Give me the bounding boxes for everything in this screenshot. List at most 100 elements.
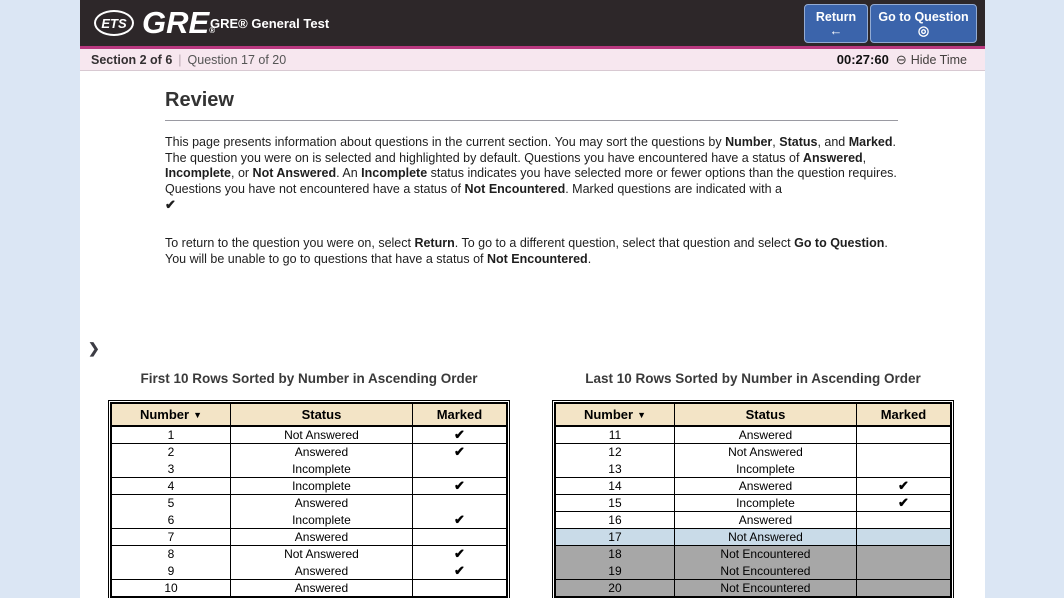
question-row-20: 20 Not Encountered <box>555 579 951 597</box>
p2-text: . <box>587 251 592 266</box>
marked-cell <box>411 528 507 546</box>
first-table-title: First 10 Rows Sorted by Number in Ascend… <box>140 371 478 386</box>
marked-cell <box>855 426 951 444</box>
target-icon: ◎ <box>917 23 930 38</box>
hide-time-toggle[interactable]: ⊖ Hide Time <box>896 52 967 68</box>
number-cell: 13 <box>608 461 622 476</box>
question-row-13[interactable]: 13 Incomplete <box>555 460 951 478</box>
return-button[interactable]: Return ← <box>804 4 868 43</box>
column-header-number[interactable]: Number ▼ <box>555 403 675 427</box>
p1-text: , and <box>817 135 849 149</box>
status-cell: Answered <box>673 477 857 495</box>
table-header-row: Number ▼ Status Marked <box>111 403 507 427</box>
p1-bold: Status <box>779 135 818 149</box>
ets-logo-text: ETS <box>101 15 127 31</box>
p1-text: . The question you were on is selected a… <box>165 135 896 165</box>
question-row-7[interactable]: 7 Answered <box>111 528 507 546</box>
last-table-title: Last 10 Rows Sorted by Number in Ascendi… <box>585 371 921 386</box>
marked-cell <box>855 528 951 546</box>
review-page: ❯ Review This page presents information … <box>80 71 985 598</box>
question-row-3[interactable]: 3 Incomplete <box>111 460 507 478</box>
chevron-right-icon[interactable]: ❯ <box>88 340 100 356</box>
question-row-9[interactable]: 9 Answered ✔ <box>111 562 507 580</box>
status-cell: Answered <box>230 443 413 461</box>
status-cell: Incomplete <box>230 477 413 495</box>
marked-cell <box>855 579 951 597</box>
marked-cell: ✔ <box>411 477 507 495</box>
sort-arrow-icon: ▼ <box>193 410 203 420</box>
status-cell: Answered <box>230 494 413 512</box>
marked-cell: ✔ <box>411 426 507 444</box>
instructions-paragraph-1: This page presents information about que… <box>165 135 907 213</box>
column-header-marked[interactable]: Marked <box>855 403 951 427</box>
question-row-12[interactable]: 12 Not Answered <box>555 443 951 461</box>
top-bar: ETS GRE® GRE® General Test Return ← Go t… <box>80 0 985 46</box>
p1-text: , <box>862 150 867 165</box>
section-info: Section 2 of 6 | Question 17 of 20 <box>80 53 286 67</box>
question-row-8[interactable]: 8 Not Answered ✔ <box>111 545 507 563</box>
registered-mark: ® <box>209 26 216 35</box>
column-header-status[interactable]: Status <box>673 403 857 427</box>
p2-text: . You will be unable to go to questions … <box>165 236 888 266</box>
question-row-14[interactable]: 14 Answered ✔ <box>555 477 951 495</box>
p1-bold: Number <box>725 135 773 149</box>
number-cell: 20 <box>608 581 622 595</box>
question-row-2[interactable]: 2 Answered ✔ <box>111 443 507 461</box>
question-progress: Question 17 of 20 <box>187 52 287 67</box>
number-cell: 17 <box>608 530 622 544</box>
number-cell: 7 <box>167 530 175 544</box>
number-cell: 16 <box>608 513 622 527</box>
p1-bold: Not Encountered <box>464 181 566 196</box>
marked-cell: ✔ <box>411 545 507 563</box>
number-cell: 14 <box>608 479 622 493</box>
status-cell: Incomplete <box>230 460 413 478</box>
return-button-label: Return <box>815 10 857 24</box>
question-row-16[interactable]: 16 Answered <box>555 511 951 529</box>
p1-bold: Answered <box>802 150 863 165</box>
number-cell: 3 <box>167 461 175 476</box>
p1-text: , or <box>231 166 253 180</box>
product-title: GRE® General Test <box>210 16 330 31</box>
number-cell: 11 <box>608 428 622 442</box>
number-cell: 8 <box>167 547 175 562</box>
gre-logo-text: GRE <box>142 5 210 40</box>
column-header-status[interactable]: Status <box>230 403 413 427</box>
status-cell: Incomplete <box>673 494 857 512</box>
number-cell: 19 <box>608 563 622 578</box>
column-header-number[interactable]: Number ▼ <box>111 403 231 427</box>
left-arrow-icon: ← <box>829 23 843 38</box>
question-row-6[interactable]: 6 Incomplete ✔ <box>111 511 507 529</box>
p1-text: This page presents information about que… <box>165 135 726 149</box>
go-to-question-button[interactable]: Go to Question ◎ <box>870 4 977 43</box>
clock-icon: ⊖ <box>895 51 907 67</box>
question-review-table-last: Number ▼ Status Marked 11 Answered 12 Not An… <box>554 402 952 598</box>
marked-cell: ✔ <box>411 562 507 580</box>
p1-bold: Incomplete <box>165 166 231 180</box>
question-row-5[interactable]: 5 Answered <box>111 494 507 512</box>
question-row-10[interactable]: 10 Answered <box>111 579 507 597</box>
marked-cell <box>855 460 951 478</box>
number-cell: 4 <box>167 479 175 493</box>
number-header-label: Number <box>583 407 634 422</box>
marked-cell <box>411 494 507 512</box>
question-row-17[interactable]: 17 Not Answered <box>555 528 951 546</box>
status-cell: Answered <box>673 511 857 529</box>
status-cell: Incomplete <box>230 511 413 529</box>
question-row-11[interactable]: 11 Answered <box>555 426 951 444</box>
question-row-1[interactable]: 1 Not Answered ✔ <box>111 426 507 444</box>
status-cell: Not Answered <box>673 528 857 546</box>
marked-cell <box>855 562 951 580</box>
status-cell: Not Encountered <box>673 579 857 597</box>
sort-arrow-icon: ▼ <box>637 410 646 420</box>
question-row-15[interactable]: 15 Incomplete ✔ <box>555 494 951 512</box>
status-cell: Not Encountered <box>673 562 857 580</box>
column-header-marked[interactable]: Marked <box>411 403 507 427</box>
table-header-row: Number ▼ Status Marked <box>555 403 951 427</box>
question-row-4[interactable]: 4 Incomplete ✔ <box>111 477 507 495</box>
marked-cell: ✔ <box>411 511 507 529</box>
marked-cell: ✔ <box>855 477 951 495</box>
p1-text: . Marked questions are indicated with a <box>565 181 783 196</box>
number-cell: 5 <box>167 496 175 511</box>
marked-cell <box>855 443 951 461</box>
p2-bold: Return <box>414 236 455 250</box>
